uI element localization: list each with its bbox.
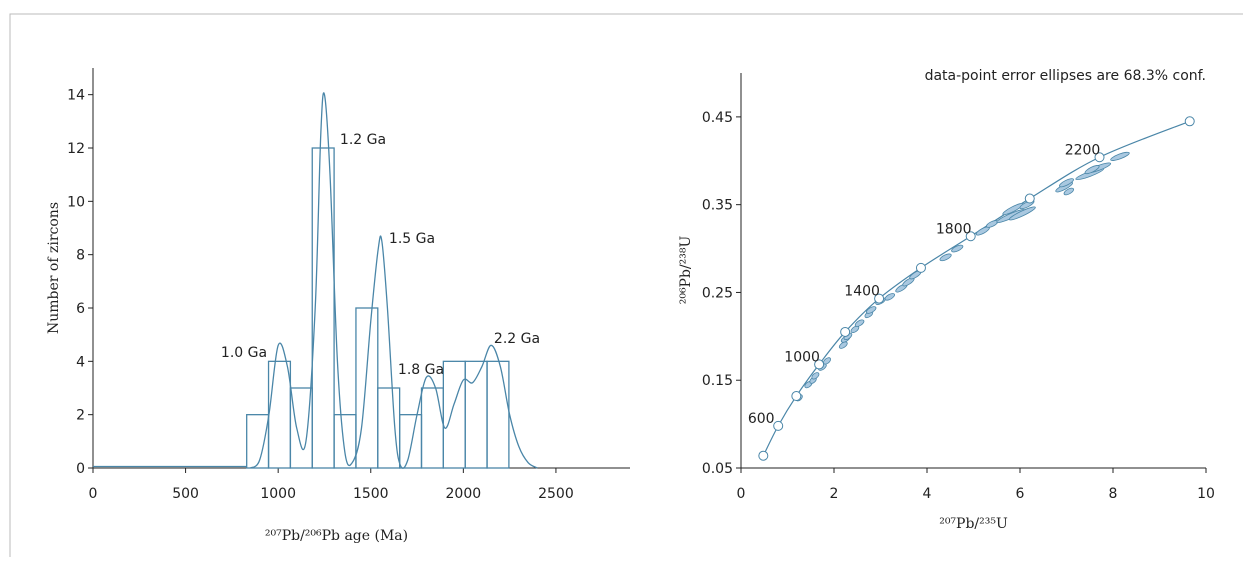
x-axis-label: ²⁰⁷Pb/²³⁵U [939, 516, 1008, 532]
age-marker [1024, 193, 1035, 204]
age-marker [1094, 152, 1105, 163]
bar [420, 387, 444, 469]
x-tick-label: 4 [923, 486, 932, 502]
y-tick-label: 0.35 [702, 198, 733, 214]
bar [246, 414, 270, 469]
x-tick-label: 500 [172, 486, 199, 502]
x-tick-label: 10 [1197, 486, 1215, 502]
error-ellipse [1059, 178, 1074, 188]
kde-curve [249, 92, 538, 469]
age-label: 1400 [844, 284, 880, 300]
bar [311, 147, 335, 469]
x-tick-label: 6 [1016, 486, 1025, 502]
peak-label: 1.0 Ga [221, 345, 267, 361]
x-tick-label: 2500 [538, 486, 574, 502]
age-label: 1800 [936, 221, 972, 237]
peak-label: 1.8 Ga [398, 362, 444, 378]
x-axis-label: ²⁰⁷Pb/²⁰⁶Pb age (Ma) [265, 528, 408, 544]
error-ellipse [811, 372, 820, 380]
y-axis-label: ²⁰⁶Pb/²³⁸U [678, 236, 694, 305]
error-ellipse [1110, 151, 1130, 161]
error-ellipse [1008, 206, 1036, 221]
age-label: 1000 [784, 349, 820, 365]
y-tick-label: 14 [67, 88, 85, 104]
bar [442, 360, 466, 469]
y-tick-label: 0.05 [702, 461, 733, 477]
note: data-point error ellipses are 68.3% conf… [925, 68, 1206, 84]
peak-label: 2.2 Ga [494, 331, 540, 347]
error-ellipse [866, 306, 877, 314]
error-ellipse [1084, 165, 1100, 175]
bar [333, 414, 357, 469]
bar [486, 360, 510, 469]
y-tick-label: 12 [67, 141, 85, 157]
x-tick-label: 1500 [353, 486, 389, 502]
age-marker [773, 420, 784, 431]
peak-label: 1.5 Ga [389, 231, 435, 247]
age-label: 600 [748, 411, 775, 427]
error-ellipse [838, 341, 848, 349]
age-marker [840, 326, 851, 337]
age-marker [874, 293, 885, 304]
y-tick-label: 0.45 [702, 110, 733, 126]
y-tick-label: 4 [76, 354, 85, 370]
y-tick-label: 2 [76, 408, 85, 424]
y-tick-label: 0.15 [702, 373, 733, 389]
y-tick-label: 8 [76, 248, 85, 264]
error-ellipse [986, 220, 999, 228]
frame [9, 13, 1243, 557]
peak-label: 1.2 Ga [340, 132, 386, 148]
x-tick-label: 0 [89, 486, 98, 502]
error-ellipse [1063, 187, 1075, 196]
error-ellipse [951, 244, 964, 253]
age-marker [1184, 116, 1195, 127]
error-ellipse [854, 319, 865, 327]
error-ellipse [939, 253, 952, 262]
y-tick-label: 0.25 [702, 285, 733, 301]
x-tick-label: 2000 [446, 486, 482, 502]
bar [398, 414, 423, 469]
x-tick-label: 8 [1109, 486, 1118, 502]
age-marker [814, 359, 825, 370]
age-marker [791, 391, 802, 402]
age-marker [758, 450, 769, 461]
age-marker [965, 231, 976, 242]
x-tick-label: 2 [830, 486, 839, 502]
age-label: 2200 [1065, 142, 1101, 158]
x-tick-label: 0 [737, 486, 746, 502]
bar [289, 387, 313, 469]
y-tick-label: 10 [67, 194, 85, 210]
bar [267, 360, 292, 469]
error-ellipse [884, 293, 895, 301]
y-tick-label: 6 [76, 301, 85, 317]
concordia-curve [762, 120, 1190, 456]
y-tick-label: 0 [76, 461, 85, 477]
y-axis-label: Number of zircons [46, 202, 62, 334]
bar [377, 387, 401, 469]
x-tick-label: 1000 [260, 486, 296, 502]
age-marker [915, 262, 926, 273]
